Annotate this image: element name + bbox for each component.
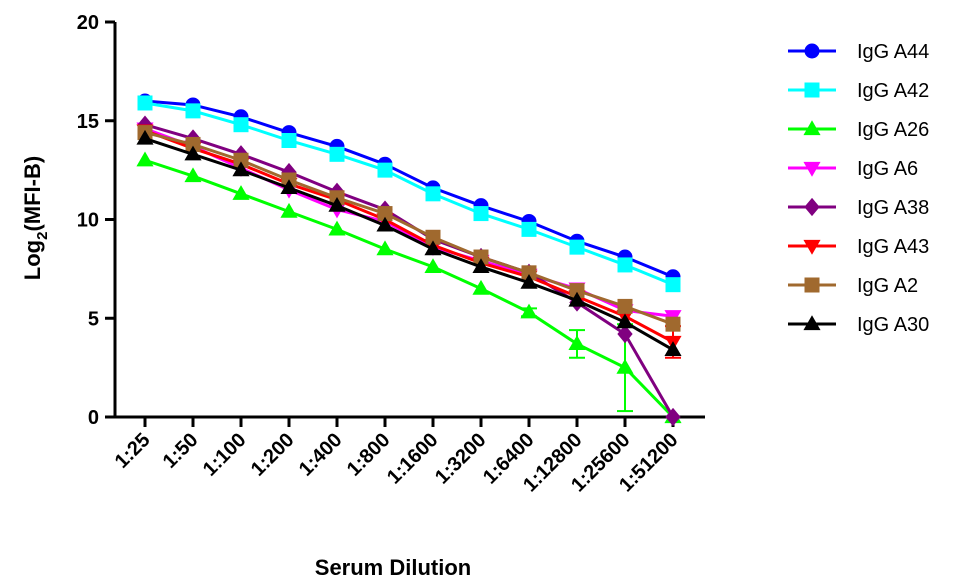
y-axis-label-main: Log — [20, 240, 45, 280]
data-point — [665, 277, 681, 293]
series-line — [144, 99, 674, 279]
x-tick-label: 1:200 — [247, 429, 299, 481]
legend-label: IgG A6 — [857, 158, 918, 180]
y-axis-label-rest: (MFI-B) — [20, 156, 45, 232]
data-point — [616, 358, 634, 374]
data-point — [616, 313, 634, 329]
x-tick-label: 1:400 — [295, 429, 347, 481]
data-point — [329, 146, 345, 162]
x-tick-label: 1:1600 — [383, 429, 443, 489]
legend-item: IgG A44 — [788, 41, 929, 63]
legend-item: IgG A43 — [788, 236, 929, 258]
y-tick-label: 20 — [77, 12, 99, 34]
series-igg-a43 — [136, 124, 682, 359]
legend-marker — [804, 82, 820, 98]
legend-item: IgG A30 — [788, 314, 929, 336]
data-point — [617, 257, 633, 273]
legend-label: IgG A42 — [857, 80, 929, 102]
data-point — [472, 258, 490, 273]
data-point — [569, 239, 585, 255]
data-point — [184, 167, 202, 183]
data-point — [184, 145, 202, 161]
legend-label: IgG A2 — [857, 275, 918, 297]
series-igg-a42 — [137, 95, 681, 293]
legend-marker — [803, 239, 821, 255]
x-axis-label: Serum Dilution — [315, 555, 471, 580]
series-line — [144, 131, 674, 326]
y-tick-label: 0 — [88, 407, 99, 429]
legend-item: IgG A6 — [788, 158, 918, 180]
data-point — [665, 316, 681, 332]
data-point — [377, 162, 393, 178]
data-point — [521, 221, 537, 237]
legend-item: IgG A2 — [788, 275, 918, 297]
data-point — [424, 240, 442, 256]
x-tick-label: 1:50 — [159, 429, 203, 473]
series-igg-a30 — [136, 129, 682, 356]
y-tick-label: 15 — [77, 111, 99, 133]
legend-label: IgG A38 — [857, 197, 929, 219]
legend-label: IgG A43 — [857, 236, 929, 258]
data-point — [568, 291, 586, 307]
legend-marker — [803, 161, 821, 177]
y-tick-label: 5 — [88, 308, 99, 330]
series-line — [144, 129, 674, 344]
legend-item: IgG A26 — [788, 119, 929, 141]
data-point — [424, 258, 442, 273]
x-tick-label: 1:3200 — [431, 429, 491, 489]
y-axis-label-subscript: 2 — [34, 232, 51, 240]
data-point — [617, 298, 633, 314]
x-tick-label: 1:25 — [111, 429, 155, 473]
series-line — [144, 137, 674, 352]
data-point — [281, 133, 297, 148]
data-point — [232, 185, 250, 200]
data-point — [520, 274, 538, 289]
data-point — [233, 117, 249, 133]
legend: IgG A44 IgG A42 IgG A26 IgG A6 IgG A38 IgG A4… — [788, 41, 929, 336]
data-point — [280, 202, 298, 218]
data-point — [280, 179, 298, 194]
legend-marker — [803, 315, 821, 331]
legend-marker — [803, 120, 821, 136]
legend-marker — [804, 197, 820, 217]
data-point — [136, 151, 154, 167]
x-tick-label: 1:100 — [199, 429, 251, 481]
data-point — [137, 95, 153, 111]
legend-label: IgG A26 — [857, 119, 929, 141]
data-point — [617, 324, 633, 344]
data-point — [472, 279, 490, 295]
y-tick-label: 10 — [77, 210, 99, 232]
data-point — [376, 216, 394, 232]
series-line — [144, 127, 674, 318]
series-line — [144, 101, 674, 287]
legend-item: IgG A42 — [788, 80, 929, 102]
series-line — [144, 158, 675, 419]
data-point — [185, 103, 201, 119]
data-point — [664, 341, 682, 356]
legend-marker — [804, 43, 820, 59]
data-point — [232, 161, 250, 177]
data-point — [665, 407, 681, 427]
data-point — [376, 240, 394, 256]
data-point — [136, 129, 154, 145]
legend-label: IgG A44 — [857, 41, 929, 63]
legend-item: IgG A38 — [788, 197, 929, 219]
y-axis-label: Log2(MFI-B) — [20, 156, 51, 280]
series-igg-a26 — [136, 151, 682, 424]
series-layer — [136, 93, 682, 427]
data-point — [520, 303, 538, 319]
data-point — [328, 220, 346, 236]
data-point — [425, 186, 441, 202]
series-igg-a2 — [137, 125, 681, 332]
data-point — [473, 206, 489, 222]
legend-label: IgG A30 — [857, 314, 929, 336]
legend-marker — [804, 277, 820, 293]
data-point — [328, 196, 346, 212]
series-line — [144, 123, 675, 418]
data-point — [568, 335, 586, 351]
